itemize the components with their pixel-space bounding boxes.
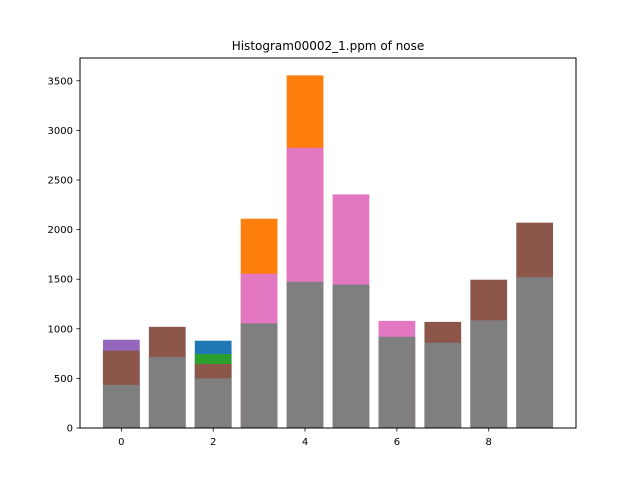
bar-series-6-x-5 [332,284,370,428]
bar-series-6-x-6 [378,336,416,428]
x-tick-label: 2 [210,437,216,448]
y-tick-label: 0 [67,424,73,435]
x-tick-label: 6 [394,437,400,448]
bar-series-6-x-3 [240,323,278,428]
bar-series-6-x-8 [470,320,508,428]
y-tick-label: 500 [54,374,73,385]
bar-series-6-x-7 [424,342,462,428]
bars-group [102,75,554,428]
y-axis: 0 500 1000 1500 2000 2500 3000 3500 [48,76,80,435]
y-tick-label: 2000 [48,225,73,236]
plot-frame [79,57,577,429]
y-tick-label: 2500 [48,176,73,187]
y-tick-label: 1000 [48,324,73,335]
y-tick-label: 3500 [48,76,73,87]
y-tick-label: 3000 [48,126,73,137]
bar-series-6-x-4 [286,281,324,428]
bar-series-6-x-2 [194,378,232,428]
bar-series-6-x-9 [516,277,554,428]
y-tick-label: 1500 [48,275,73,286]
x-tick-label: 4 [302,437,308,448]
x-tick-label: 0 [118,437,124,448]
bar-series-6-x-0 [102,384,140,428]
chart-title: Histogram00002_1.ppm of nose [232,39,425,53]
bar-series-6-x-1 [148,357,186,428]
x-tick-label: 8 [486,437,492,448]
x-axis: 0 2 4 6 8 [118,428,492,448]
